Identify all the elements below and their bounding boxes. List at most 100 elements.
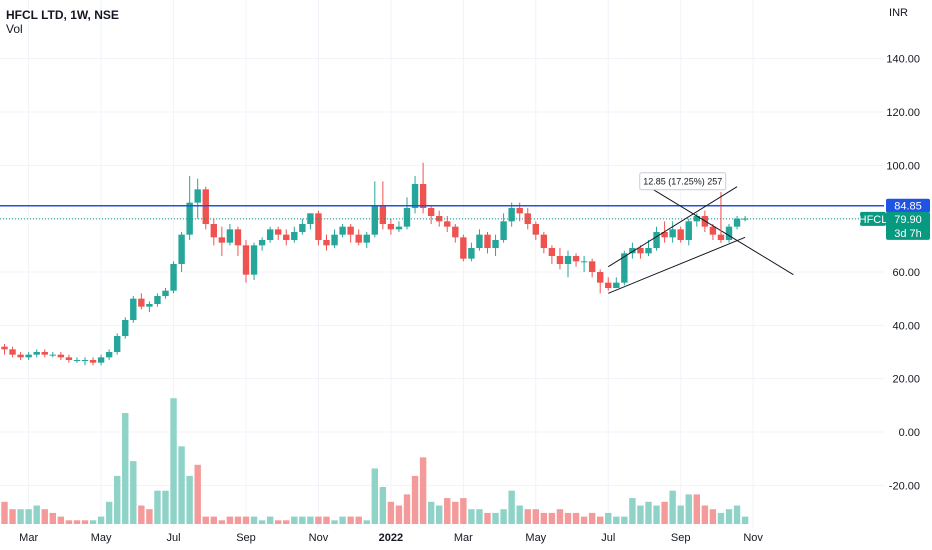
candle-body [524,213,531,224]
candle-body [371,205,378,235]
candle-body [484,234,491,248]
volume-bar [387,501,395,524]
volume-bar [677,505,684,524]
candle-body [645,248,652,254]
volume-bar [460,498,467,524]
candle-body [411,184,419,208]
candle-body [194,189,201,203]
volume-bar [548,512,556,524]
volume-bar [347,516,354,524]
candle-body [105,352,113,358]
volume-bar [17,509,24,524]
y-axis-tick-label: -20.00 [889,480,920,492]
volume-bar [709,509,717,524]
volume-bar [379,487,387,524]
candle-body [605,282,612,288]
volume-bar [363,520,370,524]
candle-body [613,282,620,288]
volume-bar [130,461,137,524]
candle-body [725,226,733,240]
y-axis-tick-label: 140.00 [886,54,920,66]
volume-bar [411,475,419,524]
candle-body [516,208,523,214]
volume-bar [427,501,435,524]
volume-bar [162,490,169,524]
candle-body [387,224,395,230]
candle-body [621,253,628,283]
volume-indicator-label[interactable]: Vol [6,22,23,36]
y-axis-tick-label: 100.00 [886,160,920,172]
volume-bar [725,509,733,524]
candle-body [283,234,290,240]
candle-body [733,218,741,227]
candle-body [307,213,314,224]
candle-body [170,264,177,291]
candle-body [49,354,56,356]
volume-bar [73,520,81,524]
volume-bar [669,490,676,524]
x-axis-tick-label: May [525,532,546,544]
volume-bar [556,509,564,524]
volume-bar [283,520,290,524]
chart-legend: HFCL LTD, 1W, NSE Vol [6,8,119,36]
volume-bar [49,512,56,524]
volume-bar [508,490,515,524]
x-axis-tick-label: Mar [454,532,473,544]
candle-body [242,245,250,275]
candle-body [202,189,209,224]
volume-bar [97,516,105,524]
candle-body [363,234,370,243]
candle-body [444,221,451,227]
level-price-label: 84.85 [894,201,922,213]
volume-bar [645,501,652,524]
volume-bar [331,520,338,524]
candle-body [275,229,282,235]
trendline [608,236,746,294]
candle-body [476,234,483,248]
candle-body [427,208,435,216]
volume-bar [516,505,523,524]
volume-bar [186,475,193,524]
volume-bar [266,516,274,524]
volume-bar [178,446,185,524]
x-axis-tick-label: May [91,532,112,544]
candle-body [299,224,306,232]
volume-bar [218,520,226,524]
x-axis-tick-label: Jul [601,532,615,544]
y-axis-tick-label: 40.00 [892,320,920,332]
y-axis-tick-label: 120.00 [886,107,920,119]
volume-bar [65,520,73,524]
candle-body [532,224,539,235]
x-axis-tick-label: Nov [309,532,329,544]
measure-label-box [639,172,727,191]
y-axis-tick-label: 20.00 [892,374,920,386]
volume-bar [234,516,242,524]
candle-body [291,232,298,240]
candle-body [564,256,572,264]
candle-body [419,184,427,208]
volume-bar [339,516,346,524]
candle-body [114,336,121,352]
bar-countdown-label: 3d 7h [894,228,922,240]
current-price-label: 79.90 [894,214,922,226]
volume-bar [138,505,145,524]
y-axis-tick-label: 60.00 [892,267,920,279]
volume-bar [701,505,709,524]
volume-bar [299,516,306,524]
symbol-title[interactable]: HFCL LTD, 1W, NSE [6,8,119,22]
candle-body [89,360,97,363]
volume-bar [685,494,692,524]
candle-body [57,354,65,358]
volume-bar [355,516,362,524]
candle-body [548,248,556,256]
volume-bar [629,498,636,524]
volume-bar [436,505,443,524]
volume-bar [315,516,322,524]
volume-bar [484,512,491,524]
candle-body [323,240,330,246]
candle-body [73,360,81,361]
level-price-badge [886,198,930,213]
volume-bar [105,501,113,524]
volume-bar [597,516,604,524]
